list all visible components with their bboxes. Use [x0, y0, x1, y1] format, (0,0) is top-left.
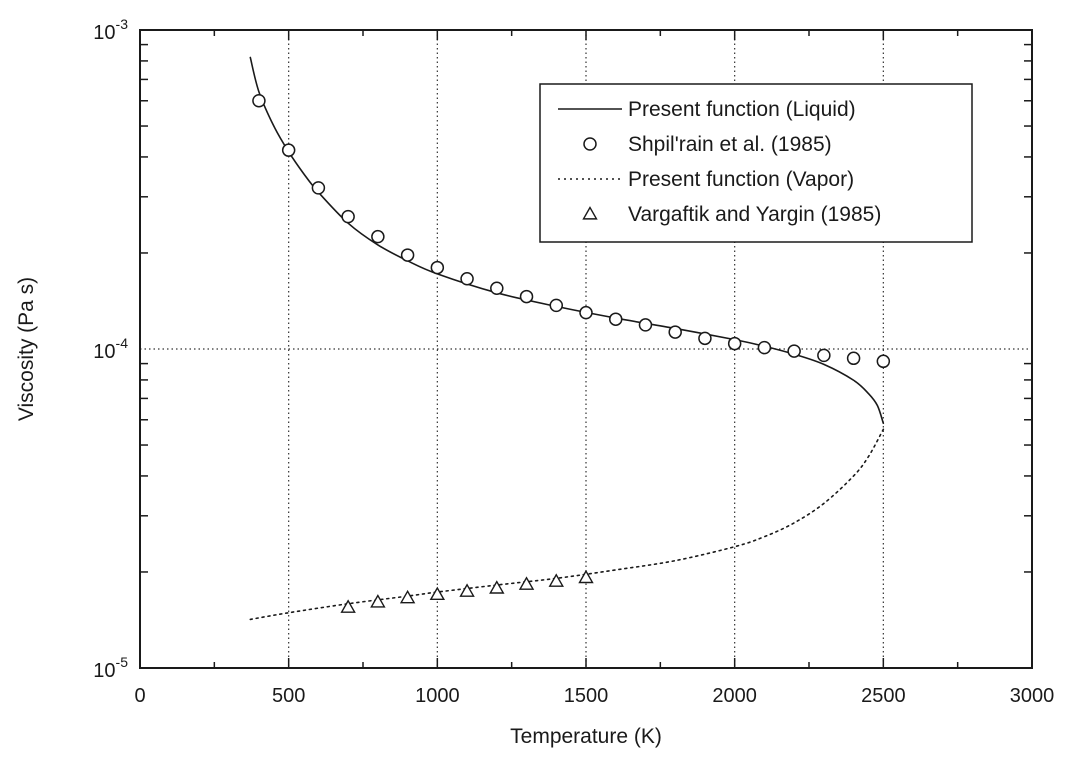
- data-point-circle: [787, 344, 801, 358]
- data-point-circle: [817, 348, 831, 363]
- data-point-circle: [311, 181, 326, 195]
- data-point-circle: [519, 289, 534, 304]
- data-point-circle: [698, 331, 712, 346]
- x-axis-title: Temperature (K): [510, 725, 662, 748]
- plot-area-frame: [139, 29, 1033, 669]
- data-point-circle: [757, 340, 772, 355]
- legend-entry: Shpil'rain et al. (1985): [583, 133, 832, 156]
- legend-label: Vargaftik and Yargin (1985): [628, 203, 881, 226]
- legend-swatch-circle: [583, 137, 597, 151]
- data-point-triangle: [578, 569, 594, 584]
- legend-entry: Present function (Vapor): [558, 168, 854, 191]
- data-point-triangle: [489, 580, 505, 594]
- x-tick-label: 2500: [861, 685, 906, 707]
- x-tick-labels: 0 500 1000 1500 2000 2500 3000: [134, 685, 1054, 707]
- data-point-circle: [460, 272, 474, 286]
- data-point-circle: [549, 298, 564, 313]
- series-3: [340, 569, 594, 613]
- series-2: [249, 428, 885, 621]
- series-1: [252, 94, 891, 369]
- legend-entries: Present function (Liquid) Shpil'rain et a…: [558, 98, 881, 226]
- data-point-circle: [400, 248, 415, 262]
- data-point-circle: [876, 354, 891, 369]
- y-axis-title: Viscosity (Pa s): [15, 277, 38, 421]
- data-point-circle: [430, 260, 445, 275]
- legend-label: Present function (Liquid): [628, 98, 856, 121]
- x-tick-label: 2000: [712, 685, 757, 707]
- data-point-circle: [252, 94, 266, 108]
- data-point-triangle: [548, 573, 564, 587]
- legend-label: Shpil'rain et al. (1985): [628, 133, 832, 156]
- data-point-circle: [846, 351, 861, 366]
- x-tick-label: 1500: [564, 685, 609, 707]
- data-point-circle: [579, 305, 593, 320]
- series-layer: [249, 56, 891, 621]
- y-tick-label: 10-3: [93, 16, 128, 44]
- legend-box: [539, 83, 973, 243]
- gridlines: [140, 30, 1032, 668]
- data-point-circle: [727, 336, 742, 351]
- x-tick-label: 3000: [1010, 685, 1055, 707]
- legend: Present function (Liquid) Shpil'rain et a…: [539, 83, 973, 243]
- y-tick-labels: 10-5 10-4 10-3: [93, 16, 128, 682]
- data-point-circle: [371, 229, 385, 244]
- data-point-circle: [668, 325, 682, 339]
- data-point-triangle: [370, 594, 386, 608]
- x-tick-label: 0: [134, 685, 145, 707]
- legend-entry: Present function (Liquid): [558, 98, 856, 121]
- data-point-triangle: [340, 599, 356, 613]
- legend-label: Present function (Vapor): [628, 168, 854, 191]
- data-point-circle: [341, 209, 355, 224]
- y-tick-label: 10-4: [93, 335, 128, 363]
- data-point-triangle: [518, 576, 535, 590]
- data-point-triangle: [459, 583, 475, 597]
- x-tick-label: 500: [272, 685, 305, 707]
- data-point-circle: [490, 281, 504, 296]
- data-point-circle: [281, 143, 296, 157]
- y-tick-label: 10-5: [93, 654, 128, 682]
- series-line: [249, 428, 885, 621]
- data-point-circle: [608, 312, 623, 326]
- data-point-triangle: [399, 589, 416, 604]
- data-point-circle: [638, 318, 653, 332]
- legend-swatch-triangle: [582, 206, 598, 220]
- data-point-triangle: [429, 586, 446, 601]
- x-tick-label: 1000: [415, 685, 460, 707]
- legend-entry: Vargaftik and Yargin (1985): [582, 203, 881, 226]
